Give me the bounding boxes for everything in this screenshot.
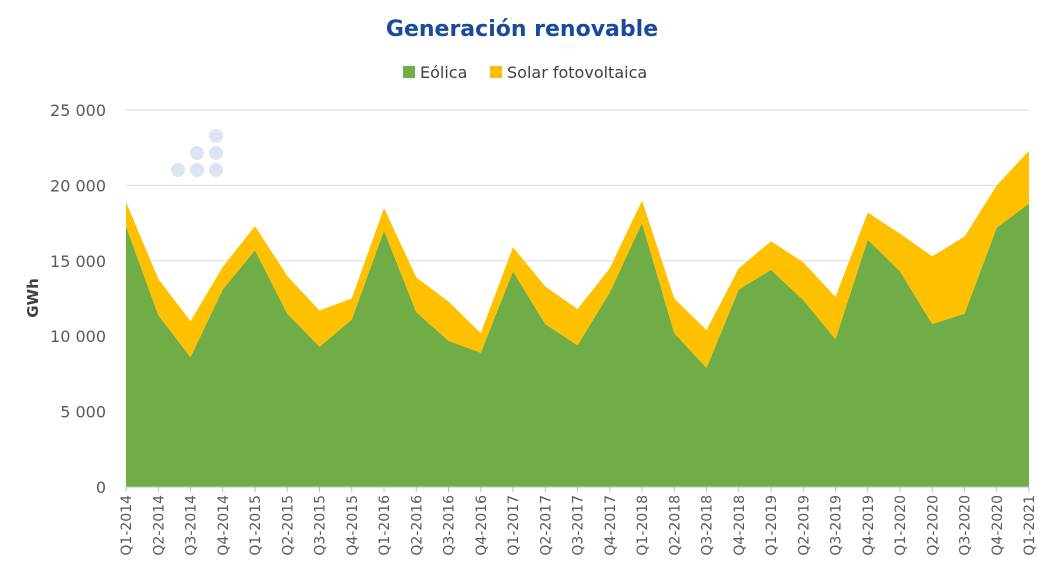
axes: 0 5 000 10 000 15 000 20 000 25 000 Q1-2014 Q2-… bbox=[50, 101, 1038, 556]
x-tick-label: Q4-2016 bbox=[474, 495, 490, 556]
x-tick-label: Q1-2019 bbox=[764, 495, 780, 556]
x-tick-label: Q2-2017 bbox=[538, 495, 554, 556]
x-tick-label: Q4-2014 bbox=[216, 495, 232, 556]
y-tick-label: 15 000 bbox=[50, 252, 106, 271]
series-area-solar bbox=[126, 150, 1029, 368]
decorative-dot bbox=[209, 146, 223, 160]
x-tick-label: Q3-2018 bbox=[700, 495, 716, 556]
x-tick-label: Q4-2018 bbox=[732, 495, 748, 556]
legend: Eólica Solar fotovoltaica bbox=[403, 63, 647, 82]
x-tick-label: Q4-2020 bbox=[990, 495, 1006, 556]
decorative-dot bbox=[190, 163, 204, 177]
x-tick-label: Q1-2014 bbox=[119, 495, 135, 556]
y-tick-label: 10 000 bbox=[50, 327, 106, 346]
x-tick-label: Q1-2020 bbox=[893, 495, 909, 556]
x-tick-label: Q2-2015 bbox=[280, 495, 296, 556]
legend-label: Eólica bbox=[420, 63, 467, 82]
y-tick-label: 0 bbox=[96, 478, 106, 497]
x-tick-label: Q4-2015 bbox=[345, 495, 361, 556]
x-tick-label: Q4-2017 bbox=[603, 495, 619, 556]
x-tick-label: Q1-2016 bbox=[377, 495, 393, 556]
decorative-dots bbox=[171, 129, 223, 177]
legend-swatch bbox=[490, 66, 502, 78]
legend-swatch bbox=[403, 66, 415, 78]
y-tick-label: 5 000 bbox=[60, 403, 106, 422]
decorative-dot bbox=[171, 163, 185, 177]
decorative-dot bbox=[190, 146, 204, 160]
y-tick-label: 20 000 bbox=[50, 176, 106, 195]
x-tick-label: Q3-2020 bbox=[958, 495, 974, 556]
x-tick-label: Q3-2016 bbox=[442, 495, 458, 556]
x-tick-label: Q1-2018 bbox=[635, 495, 651, 556]
x-tick-label: Q2-2018 bbox=[667, 495, 683, 556]
chart-title: Generación renovable bbox=[386, 17, 658, 42]
x-tick-label: Q3-2015 bbox=[313, 495, 329, 556]
x-tick-label: Q2-2019 bbox=[796, 495, 812, 556]
legend-item-solar: Solar fotovoltaica bbox=[490, 63, 647, 82]
decorative-dot bbox=[209, 163, 223, 177]
x-tick-label: Q1-2015 bbox=[248, 495, 264, 556]
x-tick-label: Q3-2017 bbox=[571, 495, 587, 556]
x-tick-label: Q1-2021 bbox=[1022, 495, 1038, 556]
x-tick-label: Q2-2016 bbox=[409, 495, 425, 556]
y-tick-label: 25 000 bbox=[50, 101, 106, 120]
x-tick-label: Q4-2019 bbox=[861, 495, 877, 556]
x-tick-label: Q2-2014 bbox=[151, 495, 167, 556]
x-tick-label: Q2-2020 bbox=[925, 495, 941, 556]
x-tick-label: Q1-2017 bbox=[506, 495, 522, 556]
decorative-dot bbox=[209, 129, 223, 143]
x-tick-label: Q3-2014 bbox=[184, 495, 200, 556]
area-series bbox=[126, 150, 1029, 487]
legend-label: Solar fotovoltaica bbox=[507, 63, 647, 82]
legend-item-eolica: Eólica bbox=[403, 63, 467, 82]
y-axis-label: GWh bbox=[24, 278, 42, 318]
x-tick-label: Q3-2019 bbox=[829, 495, 845, 556]
